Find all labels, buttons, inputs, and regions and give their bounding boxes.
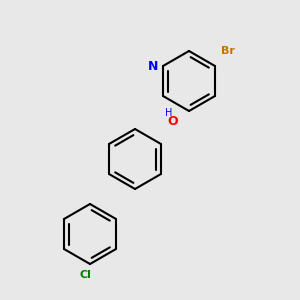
Text: O: O	[167, 115, 178, 128]
Text: N: N	[148, 59, 158, 73]
Text: Br: Br	[221, 46, 235, 56]
Text: H: H	[165, 107, 172, 118]
Text: Cl: Cl	[80, 269, 92, 280]
